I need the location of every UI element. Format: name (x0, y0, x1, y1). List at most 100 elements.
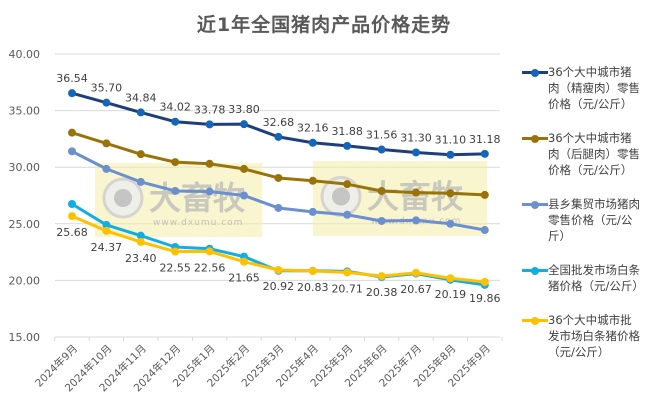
data-point[interactable] (412, 148, 420, 157)
data-point[interactable] (136, 150, 145, 159)
data-point[interactable] (68, 147, 76, 156)
data-label: 31.88 (331, 125, 363, 138)
data-point[interactable] (136, 231, 145, 240)
data-point[interactable] (136, 237, 145, 246)
data-point[interactable] (240, 191, 248, 200)
data-point[interactable] (308, 267, 317, 276)
data-point[interactable] (68, 89, 76, 98)
y-tick-label: 25.00 (9, 218, 41, 231)
data-point[interactable] (446, 274, 455, 283)
data-point[interactable] (412, 188, 420, 197)
data-label: 22.56 (194, 261, 226, 274)
data-point[interactable] (205, 159, 214, 168)
data-point[interactable] (205, 187, 214, 196)
data-point[interactable] (102, 164, 111, 173)
data-point[interactable] (480, 190, 489, 199)
data-point[interactable] (171, 117, 180, 126)
watermark-brand: 大畜牧 (149, 179, 246, 217)
data-point[interactable] (171, 247, 180, 256)
data-point[interactable] (480, 277, 489, 286)
data-point[interactable] (480, 226, 489, 235)
y-tick-label: 30.00 (9, 161, 41, 174)
data-point[interactable] (377, 186, 386, 195)
data-label: 20.38 (366, 286, 398, 299)
data-label: 32.68 (263, 116, 295, 129)
data-point[interactable] (446, 189, 455, 198)
data-point[interactable] (136, 108, 145, 117)
data-point[interactable] (102, 139, 111, 148)
data-label: 20.19 (435, 288, 467, 301)
data-point[interactable] (308, 207, 317, 216)
legend-label: 36个大中城市批发市场白条猪价格（元/公斤） (548, 313, 640, 359)
data-label: 24.37 (91, 241, 123, 254)
data-point[interactable] (274, 132, 283, 141)
watermark-eye-icon (114, 189, 132, 207)
data-point[interactable] (343, 268, 352, 277)
data-point[interactable] (68, 128, 76, 137)
legend-label: 36个大中城市猪肉（精瘦肉）零售价格（元/公斤） (548, 65, 640, 111)
data-label: 23.40 (125, 252, 157, 265)
watermark-site: www.dxumu.com (153, 218, 243, 228)
data-point[interactable] (205, 120, 214, 129)
chart-title: 近1年全国猪肉产品价格走势 (196, 14, 452, 36)
legend-label: 36个大中城市猪肉（后腿肉）零售价格（元/公斤） (548, 131, 640, 177)
data-point[interactable] (240, 120, 248, 129)
data-point[interactable] (68, 199, 76, 208)
data-label: 19.86 (469, 292, 501, 305)
data-point[interactable] (102, 220, 111, 229)
data-point[interactable] (343, 141, 352, 150)
data-label: 31.30 (400, 131, 432, 144)
y-tick-label: 20.00 (9, 274, 41, 287)
legend-item-city-wholesale[interactable]: 36个大中城市批发市场白条猪价格（元/公斤） (518, 312, 648, 360)
legend-item-national-wholesale[interactable]: 全国批发市场白条猪价格（元/公斤） (518, 262, 648, 294)
data-point[interactable] (308, 176, 317, 185)
data-point[interactable] (136, 177, 145, 186)
data-label: 32.16 (297, 122, 329, 135)
data-label: 20.83 (297, 281, 329, 294)
data-point[interactable] (171, 158, 180, 167)
legend-item-hind-leg-pork[interactable]: 36个大中城市猪肉（后腿肉）零售价格（元/公斤） (518, 130, 648, 178)
data-point[interactable] (377, 216, 386, 225)
data-point[interactable] (412, 216, 420, 225)
data-label: 20.71 (331, 282, 363, 295)
data-point[interactable] (308, 138, 317, 147)
legend-label: 全国批发市场白条猪价格（元/公斤） (548, 263, 644, 293)
legend-line-icon (522, 134, 548, 143)
data-label: 20.92 (263, 280, 295, 293)
data-point[interactable] (240, 257, 248, 266)
data-label: 25.68 (56, 226, 88, 239)
data-point[interactable] (274, 173, 283, 182)
data-label: 20.67 (400, 283, 432, 296)
data-label: 35.70 (91, 82, 123, 95)
data-label: 34.84 (125, 91, 157, 104)
data-point[interactable] (480, 149, 489, 158)
data-point[interactable] (343, 210, 352, 219)
legend: 36个大中城市猪肉（精瘦肉）零售价格（元/公斤） 36个大中城市猪肉（后腿肉）零… (518, 64, 648, 378)
legend-item-county-market[interactable]: 县乡集贸市场猪肉零售价格（元/公斤） (518, 196, 648, 244)
legend-line-icon (522, 68, 548, 77)
data-label: 31.18 (469, 133, 501, 146)
data-point[interactable] (377, 272, 386, 281)
data-label: 31.56 (366, 129, 398, 142)
data-point[interactable] (377, 145, 386, 154)
data-point[interactable] (240, 164, 248, 173)
data-point[interactable] (343, 180, 352, 189)
legend-label: 县乡集贸市场猪肉零售价格（元/公斤） (548, 197, 640, 243)
data-point[interactable] (171, 186, 180, 195)
data-label: 33.78 (194, 103, 226, 116)
data-point[interactable] (68, 212, 76, 221)
data-point[interactable] (412, 268, 420, 277)
data-point[interactable] (274, 203, 283, 212)
watermark-eye-icon (332, 187, 350, 206)
y-tick-label: 15.00 (9, 331, 41, 344)
data-point[interactable] (102, 98, 111, 107)
legend-line-icon (522, 200, 548, 209)
data-point[interactable] (274, 265, 283, 274)
legend-item-lean-pork[interactable]: 36个大中城市猪肉（精瘦肉）零售价格（元/公斤） (518, 64, 648, 112)
data-point[interactable] (446, 219, 455, 228)
data-point[interactable] (446, 150, 455, 159)
data-point[interactable] (205, 247, 214, 256)
data-label: 33.80 (228, 103, 260, 116)
data-point[interactable] (102, 226, 111, 235)
